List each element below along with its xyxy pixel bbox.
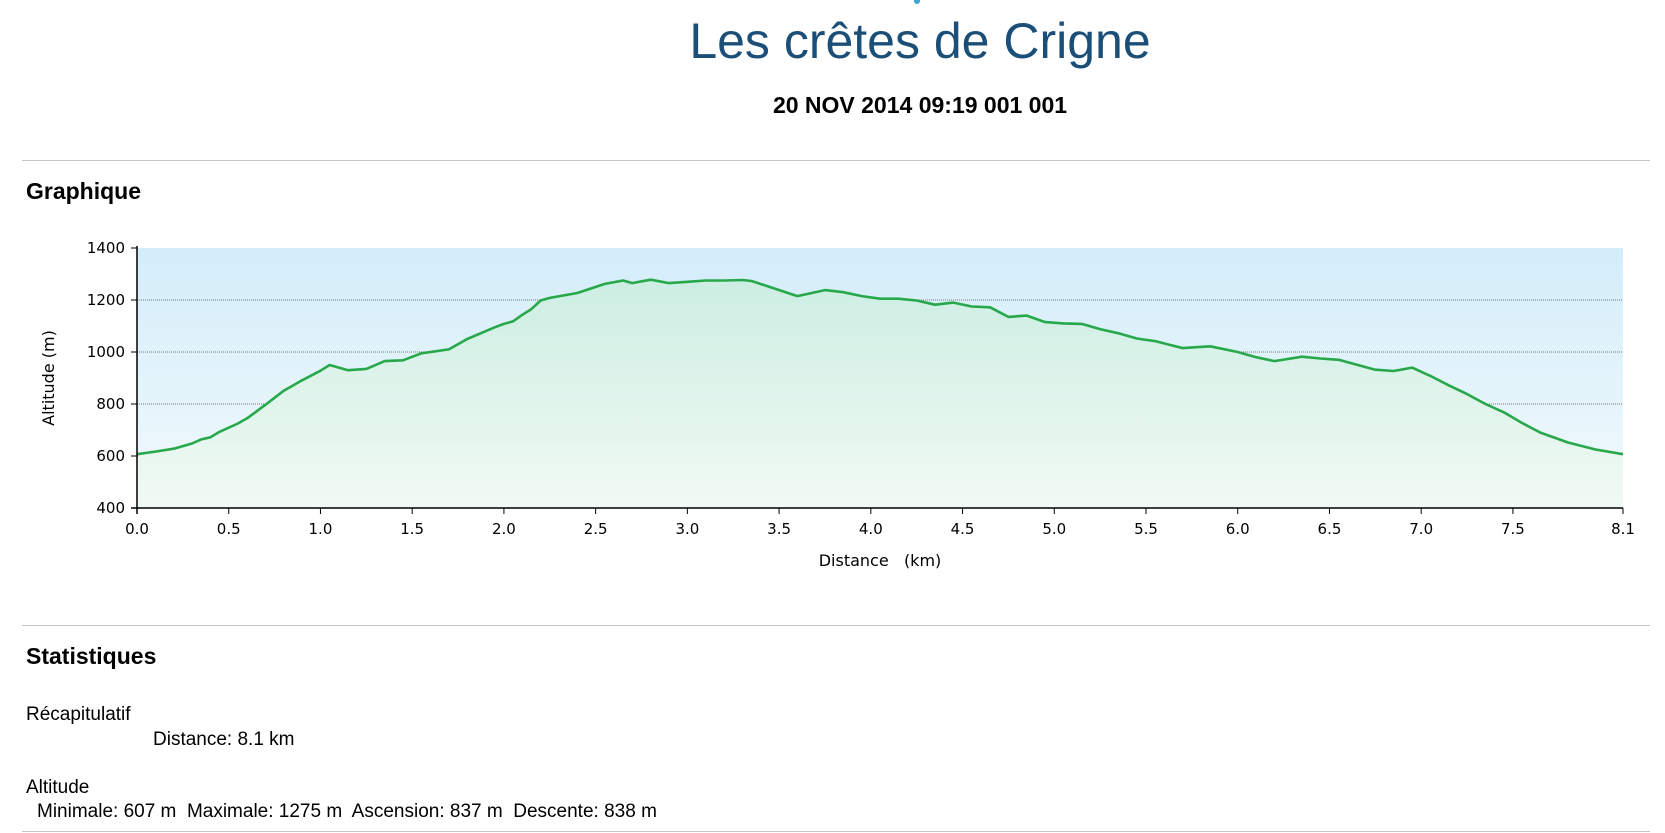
divider <box>22 160 1650 161</box>
divider <box>22 831 1650 832</box>
x-tick-label: 3.5 <box>767 520 791 538</box>
altitude-label: Altitude <box>26 777 90 798</box>
altitude-area <box>137 279 1623 508</box>
x-tick-label: 6.0 <box>1226 520 1250 538</box>
y-tick-label: 400 <box>96 499 125 517</box>
cropped-logo-mark <box>914 0 920 4</box>
summary-label: Récapitulatif <box>26 704 131 725</box>
altitude-line <box>136 278 1624 456</box>
altitude-stats: Minimale: 607 m Maximale: 1275 m Ascensi… <box>37 801 657 822</box>
x-tick-label: 1.0 <box>309 520 333 538</box>
x-tick-label: 7.5 <box>1501 520 1525 538</box>
y-tick-label: 800 <box>96 395 125 413</box>
x-tick-label: 8.1 <box>1611 520 1635 538</box>
x-tick-label: 0.5 <box>217 520 241 538</box>
x-tick-label: 3.0 <box>675 520 699 538</box>
page-subtitle: 20 NOV 2014 09:19 001 001 <box>772 92 1068 118</box>
x-axis-label: Distance (km) <box>819 551 942 570</box>
stats-heading: Statistiques <box>26 643 157 669</box>
x-tick-label: 7.0 <box>1409 520 1433 538</box>
x-tick-label: 4.0 <box>859 520 883 538</box>
x-tick-label: 2.0 <box>492 520 516 538</box>
y-tick-label: 1000 <box>87 343 125 361</box>
x-tick-label: 5.5 <box>1134 520 1158 538</box>
x-tick-label: 5.0 <box>1042 520 1066 538</box>
x-tick-label: 0.0 <box>125 520 149 538</box>
divider <box>22 625 1650 626</box>
x-tick-label: 6.5 <box>1318 520 1342 538</box>
chart-heading: Graphique <box>26 178 142 204</box>
y-tick-label: 1200 <box>87 291 125 309</box>
y-tick-label: 600 <box>96 447 125 465</box>
y-axis-label: Altitude (m) <box>39 330 58 426</box>
x-tick-label: 1.5 <box>400 520 424 538</box>
altitude-profile-chart: 400 600 800 1000 1200 1400 0.0 0.5 1.0 1.5 2.0 2.5… <box>39 239 1635 570</box>
x-tick-label: 2.5 <box>584 520 608 538</box>
y-tick-label: 1400 <box>87 239 125 257</box>
page-title: Les crêtes de Crigne <box>689 13 1151 69</box>
x-tick-label: 4.5 <box>951 520 975 538</box>
distance-stat: Distance: 8.1 km <box>153 729 295 750</box>
